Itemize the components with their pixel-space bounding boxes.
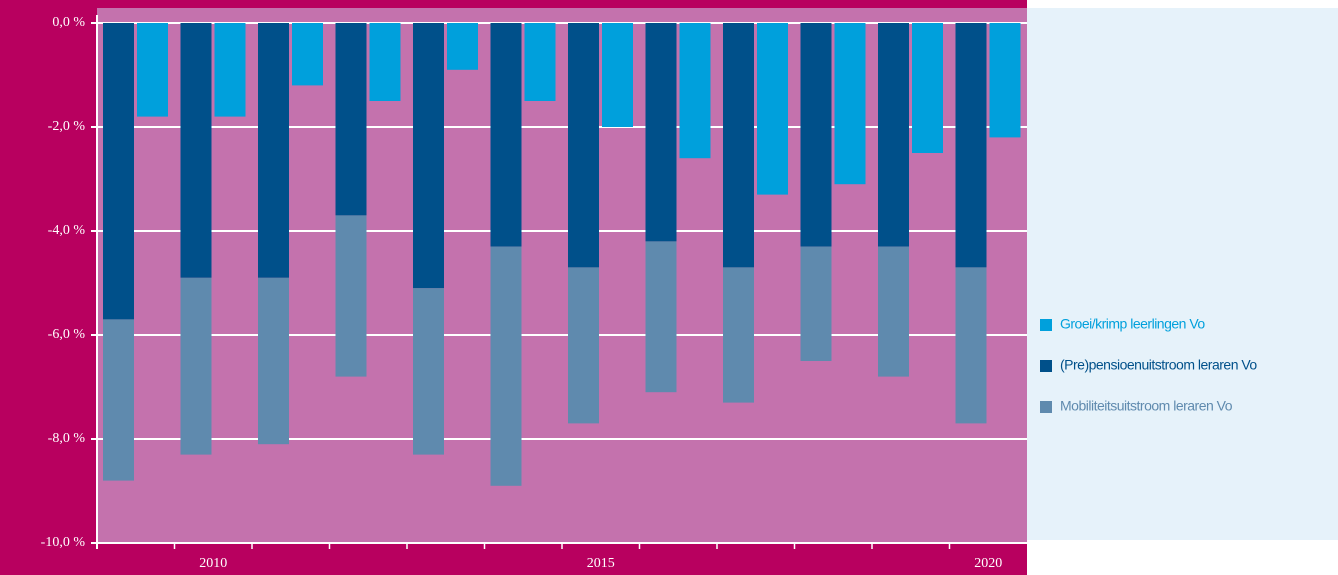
y-tick-label: -10,0 % xyxy=(41,535,86,550)
bar xyxy=(103,23,134,320)
bar xyxy=(137,23,168,117)
bar xyxy=(490,246,522,486)
bar xyxy=(878,246,909,377)
y-tick-label: -8,0 % xyxy=(48,431,86,446)
legend-swatch xyxy=(1040,401,1052,413)
y-tick-label: -6,0 % xyxy=(48,327,86,342)
bar xyxy=(679,23,711,159)
bar xyxy=(989,23,1021,138)
bar xyxy=(335,23,367,216)
bar xyxy=(723,23,754,268)
legend-label: Groei/krimp leerlingen Vo xyxy=(1060,316,1205,332)
legend-swatch xyxy=(1040,360,1052,372)
legend-panel xyxy=(1027,8,1338,540)
bar xyxy=(524,23,556,101)
bar xyxy=(214,23,246,117)
bar xyxy=(292,23,323,86)
bar xyxy=(878,23,909,247)
bar xyxy=(800,246,832,361)
bar xyxy=(369,23,401,101)
bar xyxy=(490,23,522,247)
bar xyxy=(568,267,599,424)
bar xyxy=(912,23,943,153)
bar xyxy=(602,23,633,127)
bar xyxy=(335,215,367,377)
bar xyxy=(645,241,677,393)
bar xyxy=(800,23,832,247)
bar xyxy=(645,23,677,242)
legend-swatch xyxy=(1040,319,1052,331)
bar xyxy=(413,23,444,289)
bar xyxy=(834,23,866,185)
bar xyxy=(757,23,788,195)
bar xyxy=(258,277,289,445)
y-tick-label: -2,0 % xyxy=(48,119,86,134)
legend-label: (Pre)pensioenuitstroom leraren Vo xyxy=(1060,357,1257,373)
x-tick-label: 2010 xyxy=(199,556,227,571)
bar xyxy=(180,277,212,455)
bar xyxy=(180,23,212,278)
y-tick-label: 0,0 % xyxy=(52,15,85,30)
x-tick-label: 2020 xyxy=(974,556,1002,571)
bar xyxy=(258,23,289,278)
bar xyxy=(413,288,444,455)
legend-label: Mobiliteitsuitstroom leraren Vo xyxy=(1060,398,1233,414)
y-tick-label: -4,0 % xyxy=(48,223,86,238)
x-tick-label: 2015 xyxy=(587,556,615,571)
bar xyxy=(568,23,599,268)
plot-area xyxy=(97,8,1027,543)
bar xyxy=(955,23,987,268)
bar xyxy=(103,319,134,481)
bar xyxy=(447,23,478,70)
bar xyxy=(723,267,754,403)
bar xyxy=(955,267,987,424)
